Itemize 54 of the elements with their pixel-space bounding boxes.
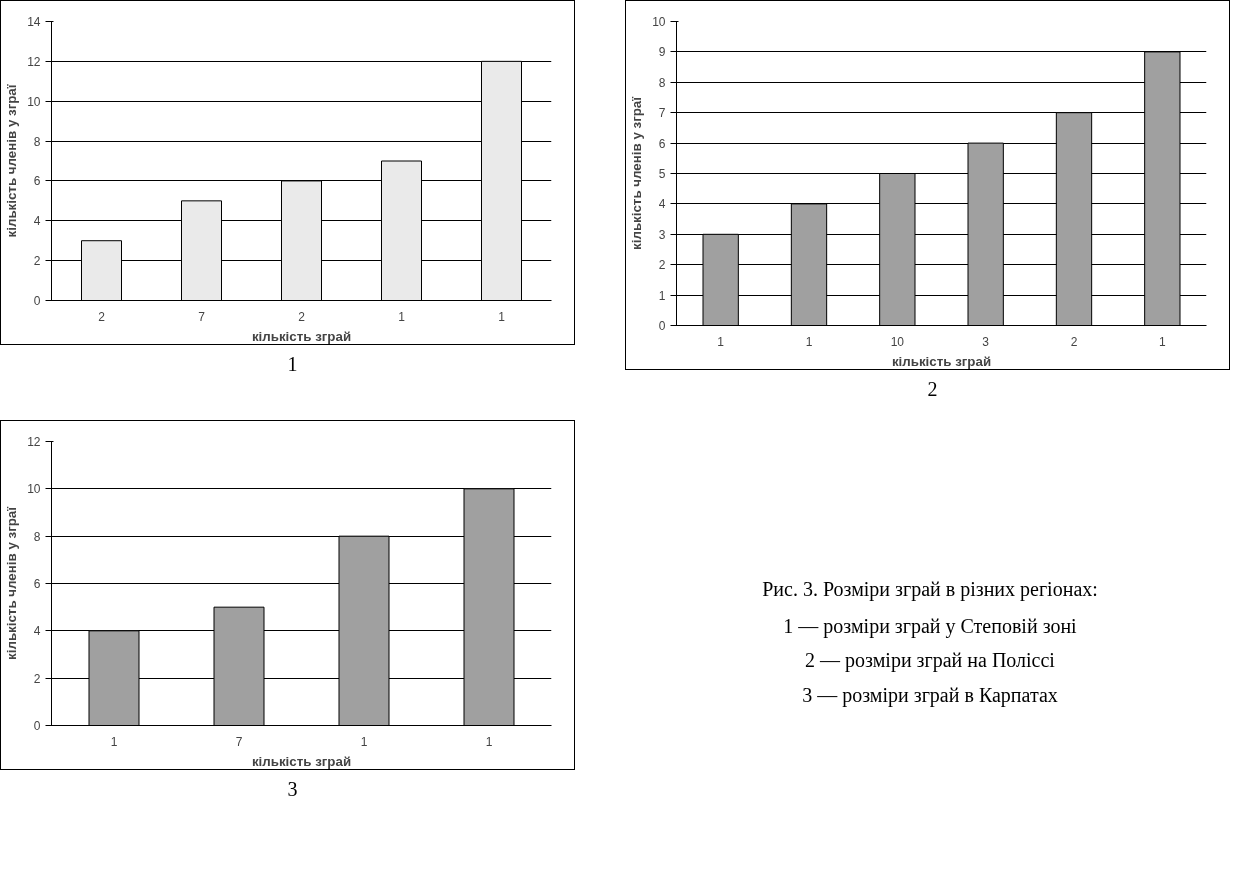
y-tick-label: 10	[27, 482, 41, 497]
y-tick-label: 6	[33, 174, 41, 189]
x-tick-label: 1	[717, 334, 725, 349]
y-tick-label: 14	[27, 15, 41, 29]
text: Рис. 3. Розміри зграй в різних регіонах:	[761, 577, 1099, 603]
x-tick-label: 1	[805, 334, 813, 349]
y-tick-label: 4	[33, 214, 41, 229]
y-axis-title: кількість членів у зграї	[4, 84, 20, 238]
y-tick-label: 6	[658, 136, 666, 151]
y-tick-label: 10	[652, 15, 666, 29]
x-axis-title: кількість зграй	[891, 353, 992, 369]
y-tick-label: 5	[658, 167, 666, 181]
text: 2 — розміри зграй на Поліссі	[804, 648, 1056, 674]
y-tick-label: 3	[658, 227, 666, 242]
x-tick-label: 10	[890, 334, 905, 349]
x-tick-label: 1	[498, 309, 506, 324]
x-tick-label: 2	[98, 309, 106, 324]
x-axis-title: кількість зграй	[251, 328, 352, 344]
x-tick-label: 2	[1070, 334, 1078, 349]
x-tick-label: 2	[298, 309, 306, 324]
x-tick-label: 1	[360, 734, 368, 749]
x-tick-label: 3	[982, 334, 990, 349]
x-tick-label: 1	[110, 734, 118, 749]
y-tick-label: 6	[33, 577, 41, 591]
x-tick-label: 1	[398, 309, 406, 324]
text: 2	[926, 377, 939, 402]
y-tick-label: 0	[658, 319, 666, 333]
x-tick-label: 7	[235, 734, 243, 749]
y-axis-title: кількість членів у зграї	[629, 96, 645, 250]
y-tick-label: 1	[658, 288, 666, 303]
x-tick-label: 1	[485, 734, 493, 749]
x-tick-label: 7	[198, 309, 206, 324]
y-tick-label: 0	[33, 294, 41, 308]
y-tick-label: 8	[658, 75, 666, 90]
y-axis-title: кількість членів у зграї	[4, 506, 20, 660]
y-tick-label: 2	[33, 671, 41, 686]
y-tick-label: 8	[33, 134, 41, 149]
y-tick-label: 0	[33, 719, 41, 733]
y-tick-label: 7	[658, 106, 666, 121]
y-tick-label: 10	[27, 94, 41, 109]
y-tick-label: 9	[658, 45, 666, 60]
y-tick-label: 4	[33, 624, 41, 639]
x-tick-label: 1	[1159, 334, 1166, 349]
y-tick-label: 2	[33, 254, 41, 269]
y-tick-label: 8	[33, 529, 41, 544]
text: 3 — розміри зграй в Карпатах	[801, 682, 1059, 709]
y-tick-label: 12	[27, 435, 41, 449]
text: 1	[286, 352, 299, 377]
x-axis-title: кількість зграй	[251, 753, 352, 769]
text: 1 — розміри зграй у Степовій зоні	[782, 613, 1078, 640]
y-tick-label: 2	[658, 258, 666, 273]
text: 3	[286, 777, 299, 802]
y-tick-label: 12	[27, 54, 41, 69]
y-tick-label: 4	[658, 197, 666, 212]
